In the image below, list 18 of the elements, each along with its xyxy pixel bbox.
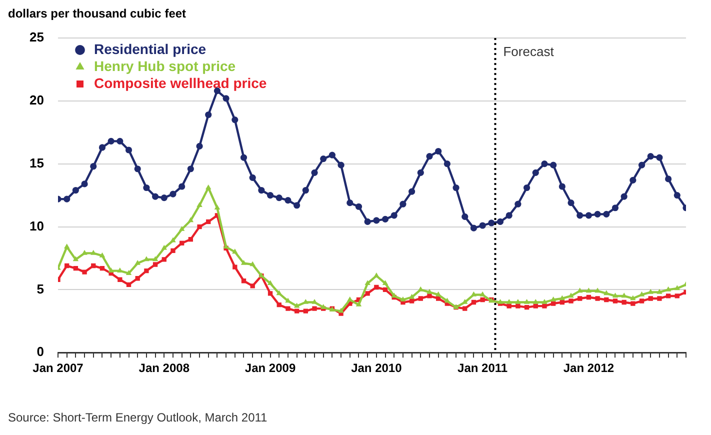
legend-label: Residential price [94, 40, 206, 57]
y-tick-label: 10 [30, 218, 44, 234]
x-tick-label: Jan 2008 [138, 361, 190, 376]
x-tick-label: Jan 2009 [244, 361, 296, 376]
legend-label: Henry Hub spot price [94, 58, 236, 74]
source-note: Source: Short-Term Energy Outlook, March 2011 [8, 410, 268, 424]
x-tick-label: Jan 2011 [458, 361, 508, 376]
y-tick-label: 5 [36, 281, 44, 296]
x-tick-label: Jan 2010 [351, 361, 402, 376]
legend-label: Composite wellhead price [94, 74, 267, 91]
y-tick-label: 25 [30, 30, 44, 45]
y-axis-title: dollars per thousand cubic feet [8, 6, 186, 20]
ref-line-label: Forecast [503, 44, 554, 60]
x-tick-label: Jan 2012 [563, 361, 614, 376]
y-tick-label: 15 [30, 155, 44, 170]
y-tick-label: 0 [36, 344, 44, 360]
y-tick-label: 20 [30, 92, 44, 108]
x-tick-label: Jan 2007 [32, 361, 84, 376]
